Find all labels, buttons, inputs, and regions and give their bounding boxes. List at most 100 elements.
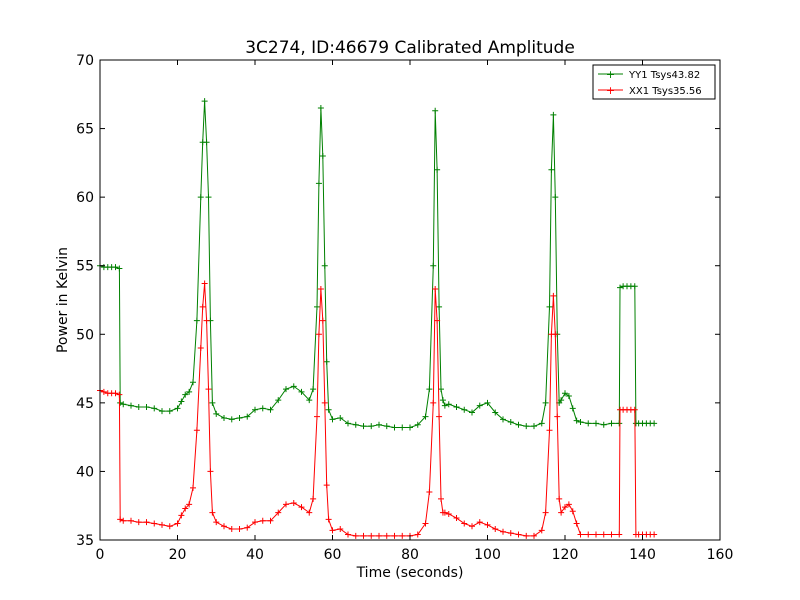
data-point <box>523 423 530 430</box>
data-point <box>360 532 367 539</box>
data-point <box>244 524 251 531</box>
data-point <box>201 98 208 105</box>
data-point <box>438 495 444 502</box>
data-point <box>315 331 322 338</box>
chart-title: 3C274, ID:46679 Calibrated Amplitude <box>245 38 575 58</box>
x-tick-label: 20 <box>169 547 187 563</box>
plot-area <box>100 60 720 540</box>
data-point <box>515 531 522 538</box>
data-point <box>337 526 344 533</box>
data-point <box>573 417 580 424</box>
data-point <box>432 107 439 114</box>
data-point <box>430 262 437 269</box>
data-point <box>203 317 210 324</box>
data-point <box>426 489 433 495</box>
data-point <box>178 398 185 405</box>
data-point <box>120 517 127 524</box>
data-point <box>117 399 124 406</box>
data-point <box>441 509 448 516</box>
data-point <box>236 414 243 421</box>
data-point <box>608 420 615 427</box>
y-tick-label: 70 <box>76 53 94 69</box>
data-point <box>128 402 134 409</box>
data-point <box>193 317 200 324</box>
data-point <box>244 413 251 420</box>
data-point <box>236 526 243 533</box>
x-tick-label: 80 <box>401 547 419 563</box>
data-point <box>461 406 468 413</box>
data-point <box>298 504 305 511</box>
data-point <box>209 399 216 406</box>
data-point <box>414 421 421 428</box>
data-point <box>252 519 258 526</box>
data-point <box>492 526 499 533</box>
data-point <box>205 194 212 201</box>
data-point <box>476 519 483 526</box>
data-point <box>317 105 324 111</box>
data-point <box>228 526 235 533</box>
data-point <box>275 509 282 516</box>
data-point <box>368 532 375 539</box>
data-point <box>616 420 623 427</box>
data-point <box>552 194 559 201</box>
data-point <box>151 405 158 412</box>
data-point <box>112 390 119 397</box>
series-layer <box>97 98 658 539</box>
data-point <box>399 424 406 431</box>
y-tick-label: 55 <box>76 259 94 275</box>
data-point <box>166 408 173 415</box>
data-point <box>500 528 506 535</box>
data-point <box>298 388 305 395</box>
data-point <box>453 403 460 410</box>
data-point <box>422 520 429 527</box>
x-tick-label: 40 <box>246 547 264 563</box>
data-point <box>376 532 382 539</box>
data-point <box>329 527 336 534</box>
data-point <box>267 517 274 524</box>
data-point <box>554 413 561 420</box>
data-point <box>116 391 123 398</box>
data-point <box>565 393 572 399</box>
data-point <box>319 153 326 159</box>
data-point <box>507 530 514 537</box>
data-point <box>314 413 320 420</box>
data-point <box>391 532 398 539</box>
data-point <box>259 517 266 524</box>
data-point <box>310 495 317 502</box>
data-point <box>203 139 210 146</box>
x-tick-label: 0 <box>96 547 105 563</box>
data-point <box>117 516 124 523</box>
data-point <box>197 194 204 201</box>
data-point <box>190 484 196 491</box>
data-point <box>321 399 328 406</box>
data-point <box>546 303 553 310</box>
data-point <box>182 505 189 512</box>
data-point <box>469 409 475 416</box>
data-point <box>469 523 475 530</box>
data-point <box>550 111 557 118</box>
series-1 <box>97 280 658 539</box>
data-point <box>565 501 572 508</box>
data-point <box>600 531 607 538</box>
data-point <box>352 532 359 539</box>
legend-marker-yy1: + <box>606 68 615 81</box>
legend-label-yy1: YY1 Tsys43.82 <box>628 70 700 81</box>
data-point <box>283 386 289 393</box>
data-point <box>432 286 439 293</box>
data-point <box>213 410 220 417</box>
x-tick-label: 120 <box>552 547 579 563</box>
data-point <box>360 423 367 430</box>
data-point <box>205 386 212 393</box>
data-point <box>548 166 555 173</box>
data-point <box>193 427 200 434</box>
y-tick-label: 35 <box>76 533 94 549</box>
data-point <box>445 401 452 408</box>
data-point <box>399 532 406 539</box>
data-point <box>531 532 537 539</box>
data-point <box>112 264 119 271</box>
data-point <box>325 516 332 523</box>
data-point <box>306 509 313 516</box>
y-tick-label: 60 <box>76 190 94 206</box>
data-point <box>199 303 206 310</box>
data-point <box>135 519 142 526</box>
